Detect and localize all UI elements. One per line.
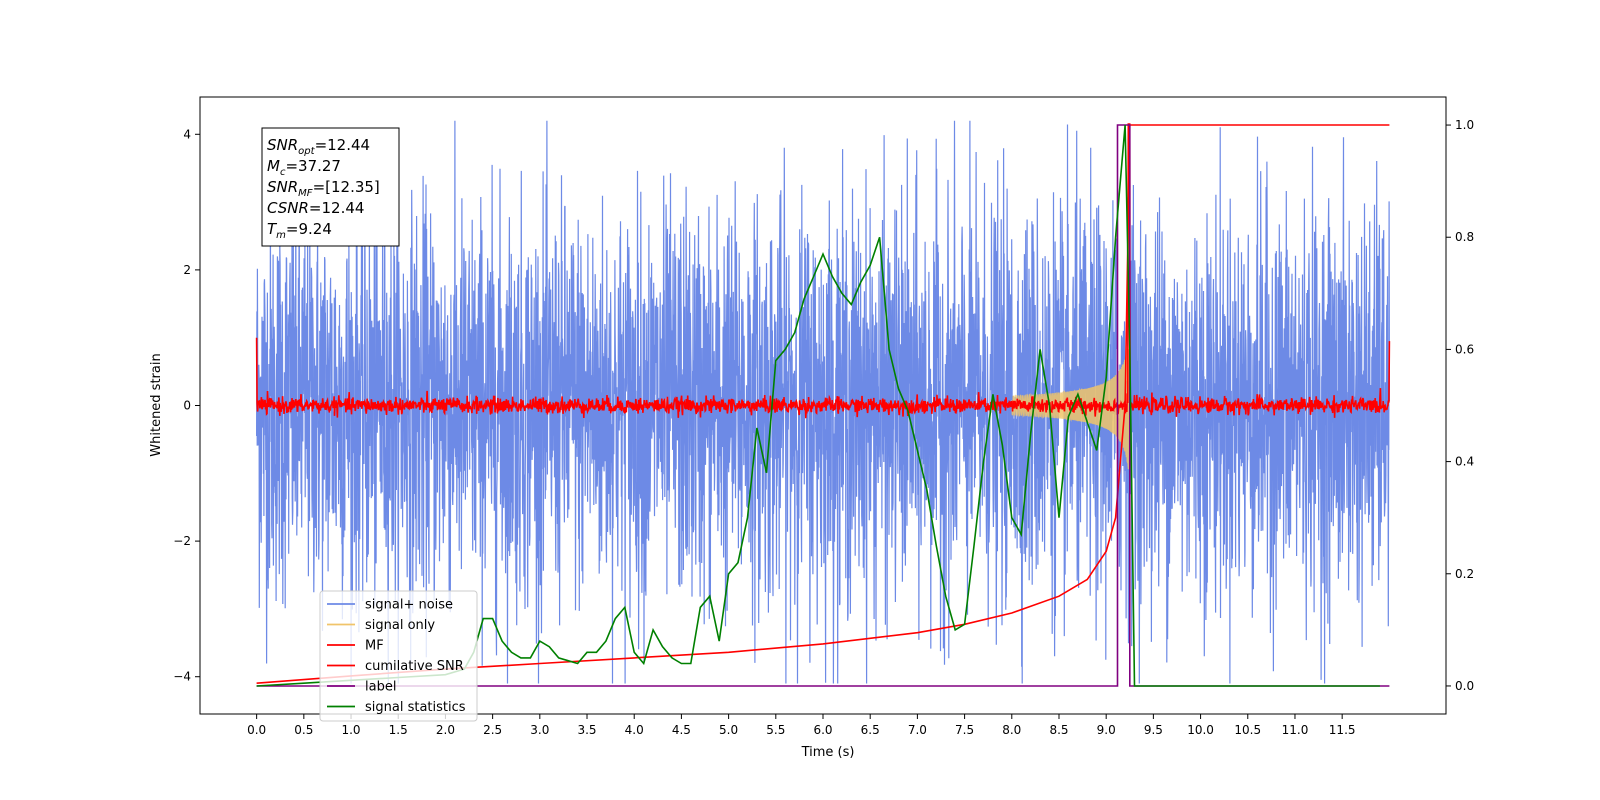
x-tick-label: 9.5 [1144, 723, 1163, 737]
x-axis: 0.0 0.5 1.0 1.5 2.0 2.5 3.0 3.5 4.0 4.5 5.0 5.5 6.0 6… [247, 714, 1356, 737]
legend-entry: signal only [365, 618, 435, 633]
y-left-tick-label: −4 [173, 670, 191, 684]
legend-entry: cumilative SNR [365, 659, 464, 674]
x-tick-label: 5.5 [766, 723, 785, 737]
y-left-tick-label: −2 [173, 534, 191, 548]
x-tick-label: 9.0 [1097, 723, 1116, 737]
x-tick-label: 1.5 [389, 723, 408, 737]
legend-entry: signal+ noise [365, 598, 453, 613]
y-right-tick-label: 0.2 [1455, 567, 1474, 581]
x-tick-label: 0.0 [247, 723, 266, 737]
x-tick-label: 5.0 [719, 723, 738, 737]
x-tick-label: 4.0 [625, 723, 644, 737]
x-tick-label: 3.0 [530, 723, 549, 737]
x-tick-label: 4.5 [672, 723, 691, 737]
series-signal-statistics [256, 124, 1380, 687]
x-tick-label: 7.0 [908, 723, 927, 737]
x-tick-label: 10.0 [1187, 723, 1214, 737]
x-tick-label: 1.0 [341, 723, 360, 737]
y-left-tick-label: 4 [183, 127, 191, 141]
legend-entry: label [365, 680, 396, 695]
x-tick-label: 3.5 [577, 723, 596, 737]
legend-entry: signal statistics [365, 700, 466, 715]
x-tick-label: 11.5 [1329, 723, 1356, 737]
y-right-tick-label: 0.0 [1455, 679, 1474, 693]
y-right-tick-label: 1.0 [1455, 118, 1474, 132]
legend: signal+ noise signal only MF cumilative SNR… [319, 590, 478, 722]
x-tick-label: 2.0 [436, 723, 455, 737]
x-axis-label: Time (s) [801, 745, 855, 760]
x-tick-label: 7.5 [955, 723, 974, 737]
y-right-tick-label: 0.4 [1455, 455, 1474, 469]
y-right-tick-label: 0.8 [1455, 230, 1474, 244]
legend-entry: MF [365, 639, 384, 654]
annotation-frame [261, 127, 400, 247]
x-tick-label: 0.5 [294, 723, 313, 737]
annotation-box: SNRopt=12.44Mc=37.27SNRMF=[12.35]CSNR=12… [261, 127, 400, 247]
series-mf [255, 123, 1391, 419]
series-signal-noise [256, 120, 1390, 684]
x-tick-label: 8.0 [1002, 723, 1021, 737]
annotation-line: Tm=9.24 [267, 220, 332, 241]
x-tick-label: 2.5 [483, 723, 502, 737]
x-tick-label: 11.0 [1282, 723, 1309, 737]
series-layer [255, 120, 1391, 687]
y-left-tick-label: 2 [183, 263, 191, 277]
y-left-tick-label: 0 [183, 399, 191, 413]
annotation-line: CSNR=12.44 [267, 199, 364, 217]
annotation-line: SNRopt=12.44 [267, 136, 370, 157]
x-tick-label: 6.5 [861, 723, 880, 737]
legend-frame [319, 590, 478, 722]
x-tick-label: 10.5 [1234, 723, 1261, 737]
y-axis-label: Whitened strain [149, 353, 164, 456]
y-axis-right: 1.0 0.8 0.6 0.4 0.2 0.0 [1446, 118, 1474, 693]
x-tick-label: 8.5 [1049, 723, 1068, 737]
annotation-line: Mc=37.27 [267, 157, 341, 178]
annotation-line: SNRMF=[12.35] [267, 178, 380, 199]
y-right-tick-label: 0.6 [1455, 342, 1474, 356]
x-tick-label: 6.0 [813, 723, 832, 737]
y-axis-left: 4 2 0 −2 −4 [173, 127, 200, 684]
